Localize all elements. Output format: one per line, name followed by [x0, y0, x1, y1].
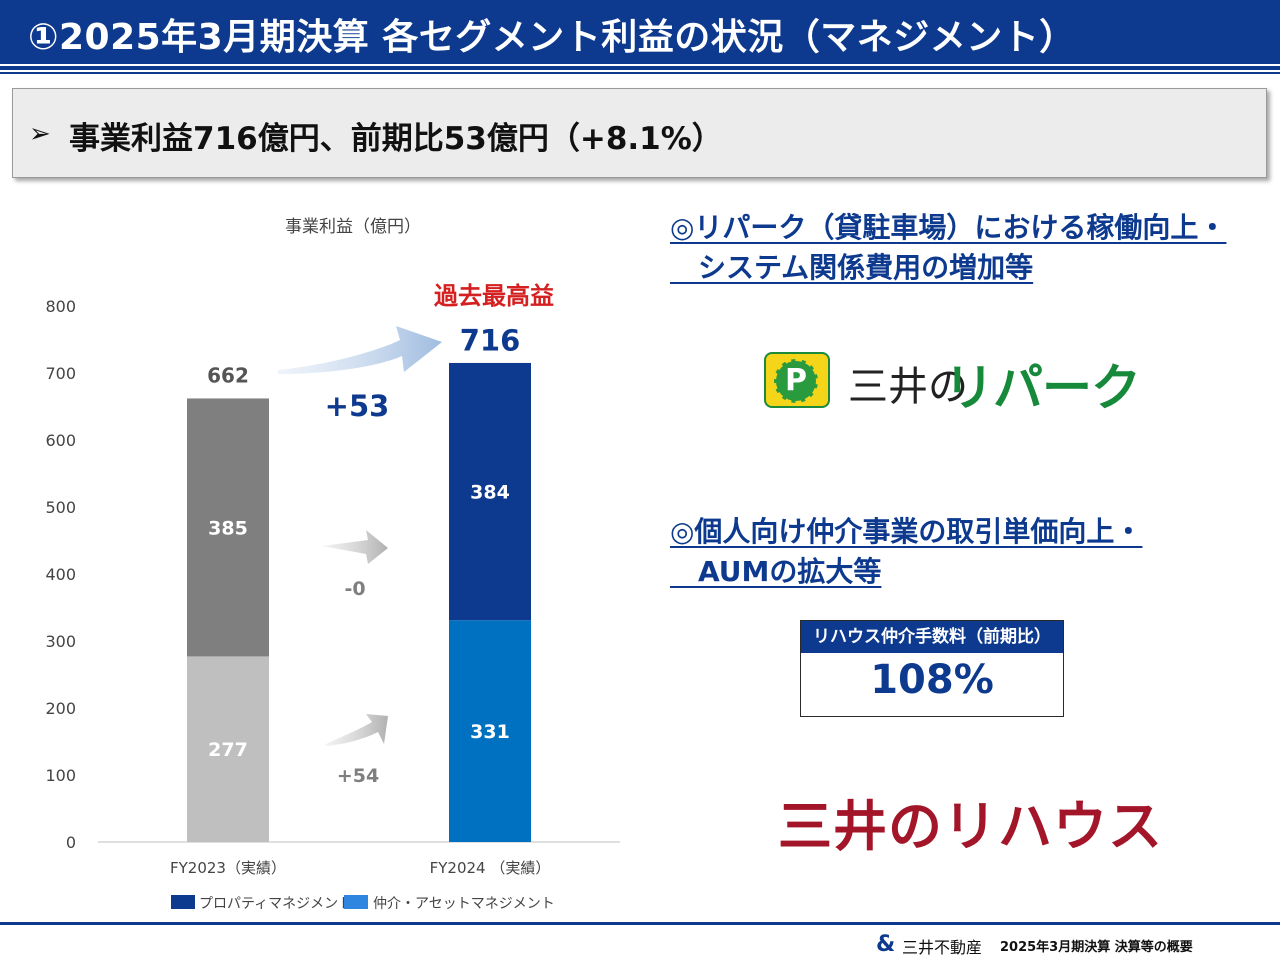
- total-change-label: +53: [325, 389, 390, 423]
- y-tick-label: 100: [45, 766, 76, 785]
- bar-value-label: 384: [470, 482, 510, 504]
- x-axis-labels: FY2023（実績） FY2024 （実績）: [170, 859, 550, 877]
- bar-total-label: 662: [207, 363, 249, 387]
- rehouse-note: ◎個人向け仲介事業の取引単価向上・ AUMの拡大等: [670, 512, 1142, 592]
- rehouse-note-line1: ◎個人向け仲介事業の取引単価向上・: [670, 515, 1143, 548]
- bar-value-label: 385: [208, 517, 248, 539]
- repark-logo-prefix: 三井の: [848, 364, 968, 410]
- bar-value-label: 277: [208, 739, 248, 761]
- record-profit-label: 過去最高益: [434, 282, 554, 310]
- company-logo-icon: &: [876, 932, 896, 957]
- legend-swatch-brokerage: [344, 895, 368, 909]
- repark-logo-name: リパーク: [944, 359, 1141, 417]
- growth-arrow-icon: [278, 326, 442, 374]
- fee-box-value: 108%: [870, 657, 994, 703]
- repark-note-line2: システム関係費用の増加等: [670, 251, 1034, 284]
- profit-chart: 事業利益（億円） 0 100 200 300 400 500 600 700 800 277 38…: [45, 217, 620, 912]
- y-tick-label: 700: [45, 364, 76, 383]
- bar-value-label: 331: [470, 721, 510, 743]
- legend: プロパティマネジメント 仲介・アセットマネジメント: [171, 895, 555, 912]
- fee-box: リハウス仲介手数料（前期比） 108%: [800, 620, 1064, 717]
- y-tick-label: 500: [45, 498, 76, 517]
- repark-note-line1: ◎リパーク（貸駐車場）における稼働向上・: [670, 211, 1227, 244]
- bar-segment-property: [449, 362, 531, 621]
- y-tick-label: 600: [45, 431, 76, 450]
- bars: 277 385 662 331 384 716: [187, 323, 531, 842]
- parking-badge-icon: P: [764, 352, 830, 408]
- rehouse-note-line2: AUMの拡大等: [670, 555, 882, 588]
- bar-segment-brokerage: [449, 620, 531, 842]
- legend-label-property: プロパティマネジメント: [199, 896, 352, 912]
- fee-box-label: リハウス仲介手数料（前期比）: [801, 621, 1063, 653]
- rehouse-logo: 三井のリハウス: [778, 795, 1163, 858]
- header-bar: ①2025年3月期決算 各セグメント利益の状況（マネジメント）: [0, 0, 1280, 64]
- summary-text: 事業利益716億円、前期比53億円（+8.1%）: [69, 121, 723, 157]
- x-category-label: FY2024 （実績）: [430, 859, 551, 877]
- legend-swatch-property: [171, 895, 195, 909]
- footer-divider: [0, 922, 1280, 925]
- bar-total-label: 716: [460, 323, 521, 357]
- parking-p-icon: P: [774, 359, 818, 403]
- y-tick-label: 200: [45, 699, 76, 718]
- property-change-label: -0: [344, 578, 365, 600]
- repark-logo: P 三井の リパーク: [762, 350, 1141, 417]
- x-category-label: FY2023（実績）: [170, 859, 286, 877]
- y-tick-label: 800: [45, 297, 76, 316]
- flat-arrow-icon: [322, 530, 388, 564]
- chart-title: 事業利益（億円）: [285, 217, 421, 237]
- y-axis: 0 100 200 300 400 500 600 700 800: [45, 297, 76, 852]
- y-tick-label: 400: [45, 565, 76, 584]
- bullet-arrow-icon: ➢: [29, 119, 51, 149]
- bar-segment-property: [187, 398, 269, 657]
- page-title: ①2025年3月期決算 各セグメント利益の状況（マネジメント）: [28, 17, 1076, 58]
- footer-doc-title: 2025年3月期決算 決算等の概要: [1000, 940, 1193, 955]
- y-tick-label: 300: [45, 632, 76, 651]
- brokerage-change-label: +54: [337, 765, 379, 787]
- header-divider-thin: [0, 72, 1280, 74]
- summary-box: ➢ 事業利益716億円、前期比53億円（+8.1%）: [12, 88, 1267, 178]
- legend-label-brokerage: 仲介・アセットマネジメント: [373, 896, 555, 912]
- up-arrow-icon: [326, 714, 388, 746]
- footer-company: 三井不動産: [902, 938, 983, 957]
- header-divider: [0, 66, 1280, 70]
- repark-note: ◎リパーク（貸駐車場）における稼働向上・ システム関係費用の増加等: [670, 208, 1226, 288]
- bar-segment-brokerage: [187, 656, 269, 842]
- y-tick-label: 0: [66, 833, 76, 852]
